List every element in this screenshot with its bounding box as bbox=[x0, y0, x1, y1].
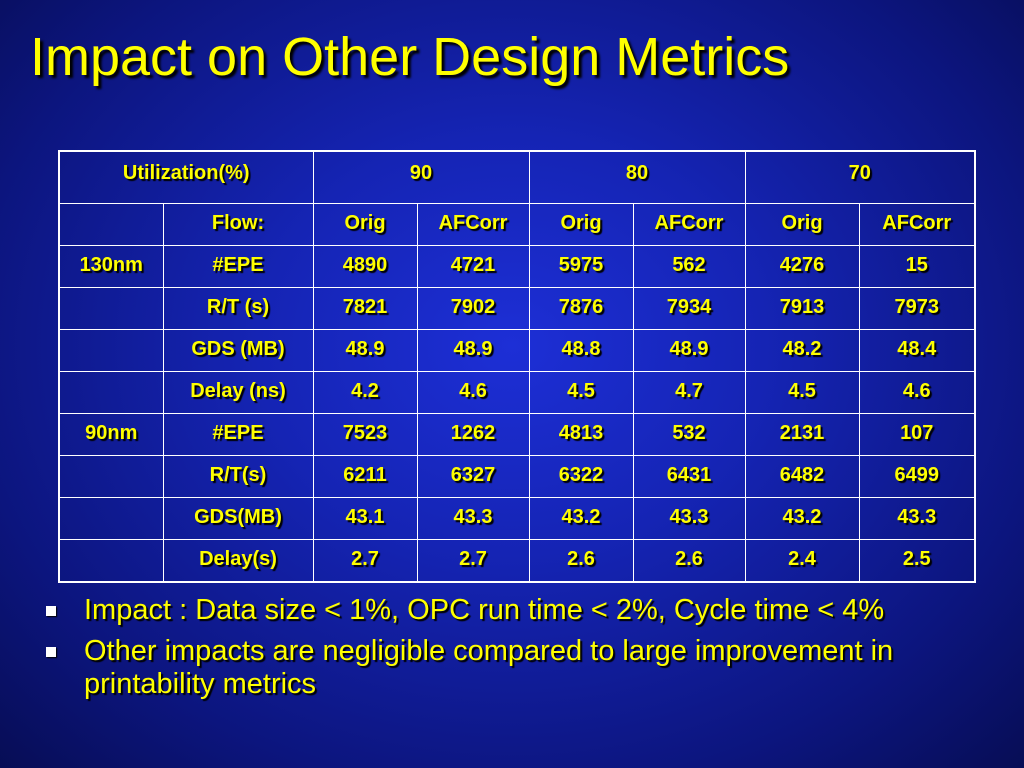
table-row: 130nm #EPE 4890 4721 5975 562 4276 15 bbox=[58, 245, 976, 288]
metric-value-cell: 7973 bbox=[858, 287, 976, 330]
metric-value-cell: 7934 bbox=[632, 287, 746, 330]
metric-value-cell: 4813 bbox=[528, 413, 634, 456]
metric-value-cell: 43.2 bbox=[744, 497, 860, 540]
metric-name-cell: GDS(MB) bbox=[162, 497, 314, 540]
process-node-cell: 130nm bbox=[58, 245, 164, 288]
metric-value-cell: 7902 bbox=[416, 287, 530, 330]
metric-value-cell: 532 bbox=[632, 413, 746, 456]
process-node-cell bbox=[58, 497, 164, 540]
metric-value-cell: 43.3 bbox=[858, 497, 976, 540]
table-row: Delay (ns) 4.2 4.6 4.5 4.7 4.5 4.6 bbox=[58, 371, 976, 414]
metric-value-cell: 2.7 bbox=[416, 539, 530, 583]
metric-value-cell: 6211 bbox=[312, 455, 418, 498]
process-node-cell bbox=[58, 287, 164, 330]
metric-value-cell: 4.5 bbox=[528, 371, 634, 414]
metric-value-cell: 4.5 bbox=[744, 371, 860, 414]
metric-name-cell: R/T(s) bbox=[162, 455, 314, 498]
metric-value-cell: 43.3 bbox=[416, 497, 530, 540]
process-node-cell bbox=[58, 539, 164, 583]
metric-value-cell: 48.9 bbox=[416, 329, 530, 372]
metric-value-cell: 4.6 bbox=[858, 371, 976, 414]
slide-title: Impact on Other Design Metrics bbox=[30, 27, 790, 87]
metric-value-cell: 7821 bbox=[312, 287, 418, 330]
metric-value-cell: 4721 bbox=[416, 245, 530, 288]
utilization-group-90: 90 bbox=[312, 150, 530, 204]
metric-value-cell: 107 bbox=[858, 413, 976, 456]
square-bullet-icon bbox=[46, 647, 56, 657]
table-subheader-row: Flow: Orig AFCorr Orig AFCorr Orig AFCor… bbox=[58, 203, 976, 246]
metric-value-cell: 2.7 bbox=[312, 539, 418, 583]
metric-value-cell: 5975 bbox=[528, 245, 634, 288]
metric-value-cell: 15 bbox=[858, 245, 976, 288]
utilization-header: Utilization(%) bbox=[58, 150, 314, 204]
flow-label: Flow: bbox=[162, 203, 314, 246]
metric-value-cell: 4.6 bbox=[416, 371, 530, 414]
table-row: GDS (MB) 48.9 48.9 48.8 48.9 48.2 48.4 bbox=[58, 329, 976, 372]
empty-cell bbox=[58, 203, 164, 246]
metric-value-cell: 6482 bbox=[744, 455, 860, 498]
process-node-cell bbox=[58, 371, 164, 414]
metric-value-cell: 4276 bbox=[744, 245, 860, 288]
metric-value-cell: 48.9 bbox=[312, 329, 418, 372]
metric-value-cell: 48.9 bbox=[632, 329, 746, 372]
process-node-cell bbox=[58, 329, 164, 372]
metric-name-cell: GDS (MB) bbox=[162, 329, 314, 372]
metric-value-cell: 2.4 bbox=[744, 539, 860, 583]
flow-column-header: AFCorr bbox=[416, 203, 530, 246]
bullet-item: Other impacts are negligible compared to… bbox=[40, 635, 1010, 701]
bullet-list: Impact : Data size < 1%, OPC run time < … bbox=[40, 594, 1010, 709]
metric-value-cell: 4.7 bbox=[632, 371, 746, 414]
metric-value-cell: 43.2 bbox=[528, 497, 634, 540]
flow-column-header: AFCorr bbox=[632, 203, 746, 246]
table-row: GDS(MB) 43.1 43.3 43.2 43.3 43.2 43.3 bbox=[58, 497, 976, 540]
metric-name-cell: #EPE bbox=[162, 245, 314, 288]
table-row: R/T (s) 7821 7902 7876 7934 7913 7973 bbox=[58, 287, 976, 330]
table-row: 90nm #EPE 7523 1262 4813 532 2131 107 bbox=[58, 413, 976, 456]
metric-value-cell: 1262 bbox=[416, 413, 530, 456]
table-header-row: Utilization(%) 90 80 70 bbox=[58, 150, 976, 204]
flow-column-header: Orig bbox=[312, 203, 418, 246]
flow-column-header: Orig bbox=[744, 203, 860, 246]
metric-value-cell: 48.8 bbox=[528, 329, 634, 372]
metric-value-cell: 7876 bbox=[528, 287, 634, 330]
metric-value-cell: 6327 bbox=[416, 455, 530, 498]
utilization-group-70: 70 bbox=[744, 150, 976, 204]
metric-value-cell: 2.6 bbox=[632, 539, 746, 583]
metric-value-cell: 43.1 bbox=[312, 497, 418, 540]
metric-value-cell: 7523 bbox=[312, 413, 418, 456]
metric-value-cell: 4890 bbox=[312, 245, 418, 288]
square-bullet-icon bbox=[46, 606, 56, 616]
metric-name-cell: Delay(s) bbox=[162, 539, 314, 583]
metric-value-cell: 48.2 bbox=[744, 329, 860, 372]
metric-value-cell: 7913 bbox=[744, 287, 860, 330]
process-node-cell bbox=[58, 455, 164, 498]
bullet-item: Impact : Data size < 1%, OPC run time < … bbox=[40, 594, 1010, 627]
bullet-text: Other impacts are negligible compared to… bbox=[84, 635, 894, 700]
metric-value-cell: 562 bbox=[632, 245, 746, 288]
table-row: Delay(s) 2.7 2.7 2.6 2.6 2.4 2.5 bbox=[58, 539, 976, 583]
metric-value-cell: 2131 bbox=[744, 413, 860, 456]
metric-value-cell: 4.2 bbox=[312, 371, 418, 414]
metric-value-cell: 2.6 bbox=[528, 539, 634, 583]
table-row: R/T(s) 6211 6327 6322 6431 6482 6499 bbox=[58, 455, 976, 498]
metric-value-cell: 6431 bbox=[632, 455, 746, 498]
metric-name-cell: Delay (ns) bbox=[162, 371, 314, 414]
metric-value-cell: 48.4 bbox=[858, 329, 976, 372]
bullet-text: Impact : Data size < 1%, OPC run time < … bbox=[84, 594, 885, 626]
metric-value-cell: 43.3 bbox=[632, 497, 746, 540]
metric-value-cell: 6499 bbox=[858, 455, 976, 498]
flow-column-header: AFCorr bbox=[858, 203, 976, 246]
metric-name-cell: R/T (s) bbox=[162, 287, 314, 330]
metric-name-cell: #EPE bbox=[162, 413, 314, 456]
utilization-group-80: 80 bbox=[528, 150, 746, 204]
flow-column-header: Orig bbox=[528, 203, 634, 246]
metric-value-cell: 6322 bbox=[528, 455, 634, 498]
metric-value-cell: 2.5 bbox=[858, 539, 976, 583]
process-node-cell: 90nm bbox=[58, 413, 164, 456]
metrics-table: Utilization(%) 90 80 70 Flow: Orig AFCor… bbox=[58, 150, 976, 583]
